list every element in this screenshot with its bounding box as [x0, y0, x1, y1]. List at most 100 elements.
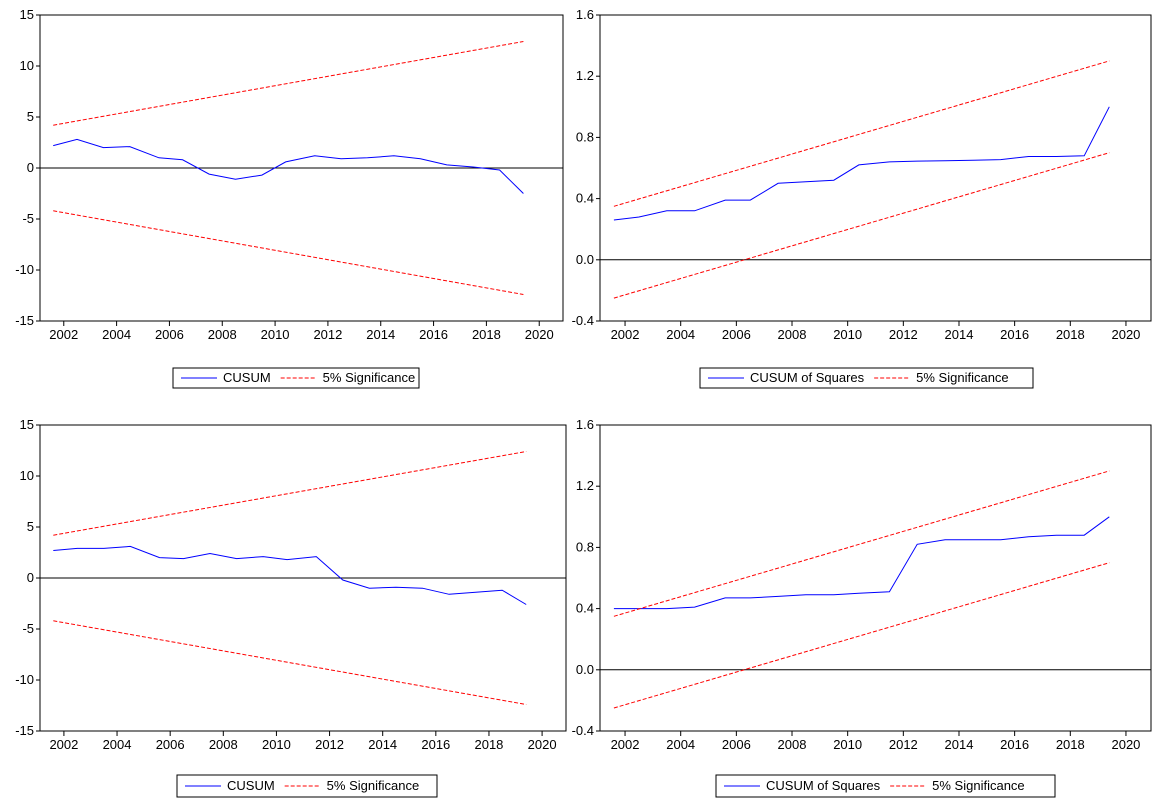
x-tick-label: 2012	[889, 737, 918, 752]
significance-line-upper	[613, 60, 1110, 207]
x-tick-label: 2004	[666, 737, 695, 752]
chart-panel-3: -15 -10 -5 0 5 10 15 2002 2004 2006 2008 2010 2012 20…	[15, 417, 567, 798]
x-tick-label: 2008	[208, 327, 237, 342]
y-tick-label: 1.6	[576, 7, 594, 22]
x-tick-label: 2002	[49, 737, 78, 752]
x-tick-label: 2002	[49, 327, 78, 342]
x-tick-label: 2018	[472, 327, 501, 342]
y-tick-label: -15	[15, 723, 34, 738]
cusum-line	[613, 106, 1110, 221]
x-tick-label: 2010	[833, 737, 862, 752]
y-tick-label: 0.8	[576, 539, 594, 554]
legend-label: 5% Significance	[932, 778, 1025, 793]
x-tick-label: 2014	[945, 327, 974, 342]
legend-box	[699, 367, 1034, 389]
cusum-line	[53, 545, 527, 605]
significance-line-lower	[613, 562, 1110, 709]
y-tick-label: 10	[20, 468, 34, 483]
y-tick-label: 0.8	[576, 129, 594, 144]
y-tick-label: -10	[15, 262, 34, 277]
x-tick-label: 2016	[421, 737, 450, 752]
x-tick-label: 2020	[528, 737, 557, 752]
x-tick-label: 2020	[1111, 327, 1140, 342]
y-tick-label: 1.2	[576, 68, 594, 83]
significance-line-upper	[613, 470, 1110, 617]
y-tick-label: 1.2	[576, 478, 594, 493]
plot-frame	[599, 424, 1152, 732]
x-tick-label: 2014	[945, 737, 974, 752]
x-tick-label: 2020	[525, 327, 554, 342]
legend-label: 5% Significance	[916, 370, 1009, 385]
legend-label: CUSUM of Squares	[750, 370, 865, 385]
significance-line-lower	[53, 210, 524, 295]
significance-line-lower	[613, 152, 1110, 299]
legend-box	[715, 774, 1056, 798]
cusum-line	[613, 516, 1110, 610]
x-tick-label: 2012	[315, 737, 344, 752]
legend-label: CUSUM of Squares	[766, 778, 881, 793]
y-tick-label: -15	[15, 313, 34, 328]
significance-line-lower	[53, 620, 527, 705]
x-tick-label: 2004	[102, 327, 131, 342]
x-tick-label: 2010	[262, 737, 291, 752]
x-tick-label: 2010	[261, 327, 290, 342]
x-tick-label: 2014	[366, 327, 395, 342]
y-tick-label: 0.0	[576, 252, 594, 267]
legend: CUSUM 5% Significance	[172, 367, 420, 389]
y-tick-label: 0.0	[576, 662, 594, 677]
chart-panel-1: -15 -10 -5 0 5 10 15 2002 2004 2006 2008 2010 2012 20…	[15, 7, 564, 389]
x-tick-label: 2012	[313, 327, 342, 342]
x-tick-label: 2016	[1000, 737, 1029, 752]
x-tick-label: 2008	[778, 737, 807, 752]
y-tick-label: 15	[20, 7, 34, 22]
cusum-line	[53, 138, 524, 194]
y-tick-label: 0.4	[576, 191, 594, 206]
x-tick-label: 2012	[889, 327, 918, 342]
y-tick-label: -0.4	[572, 313, 594, 328]
x-tick-label: 2008	[209, 737, 238, 752]
y-tick-label: -10	[15, 672, 34, 687]
x-tick-label: 2016	[419, 327, 448, 342]
significance-line-upper	[53, 41, 524, 126]
significance-line-upper	[53, 451, 527, 536]
x-tick-label: 2016	[1000, 327, 1029, 342]
x-tick-label: 2002	[611, 327, 640, 342]
x-tick-label: 2004	[666, 327, 695, 342]
y-tick-label: 15	[20, 417, 34, 432]
x-tick-label: 2002	[611, 737, 640, 752]
x-tick-label: 2008	[778, 327, 807, 342]
chart-panel-4: -0.4 0.0 0.4 0.8 1.2 1.6 2002 2004 2006 2008 2010 2…	[572, 417, 1152, 798]
legend: CUSUM 5% Significance	[176, 774, 438, 798]
x-tick-label: 2006	[156, 737, 185, 752]
x-tick-label: 2006	[722, 327, 751, 342]
x-tick-label: 2004	[103, 737, 132, 752]
y-tick-label: 10	[20, 58, 34, 73]
y-tick-label: 5	[27, 519, 34, 534]
y-tick-label: 0	[27, 570, 34, 585]
legend-label: 5% Significance	[323, 370, 416, 385]
y-tick-label: 1.6	[576, 417, 594, 432]
y-tick-label: 0	[27, 160, 34, 175]
chart-panel-2: -0.4 0.0 0.4 0.8 1.2 1.6 2002 2004 2006 2008 2010 2…	[572, 7, 1152, 389]
y-tick-label: 5	[27, 109, 34, 124]
x-tick-label: 2006	[722, 737, 751, 752]
legend-box	[176, 774, 438, 798]
y-tick-label: -0.4	[572, 723, 594, 738]
y-tick-label: -5	[22, 621, 34, 636]
x-tick-label: 2010	[833, 327, 862, 342]
x-tick-label: 2018	[474, 737, 503, 752]
plot-frame	[599, 14, 1152, 322]
y-tick-label: -5	[22, 211, 34, 226]
x-tick-label: 2006	[155, 327, 184, 342]
legend-label: CUSUM	[227, 778, 275, 793]
y-tick-label: 0.4	[576, 601, 594, 616]
x-tick-label: 2014	[368, 737, 397, 752]
x-tick-label: 2020	[1111, 737, 1140, 752]
legend: CUSUM of Squares 5% Significance	[715, 774, 1056, 798]
legend: CUSUM of Squares 5% Significance	[699, 367, 1034, 389]
legend-label: 5% Significance	[327, 778, 420, 793]
x-tick-label: 2018	[1056, 327, 1085, 342]
x-tick-label: 2018	[1056, 737, 1085, 752]
legend-label: CUSUM	[223, 370, 271, 385]
